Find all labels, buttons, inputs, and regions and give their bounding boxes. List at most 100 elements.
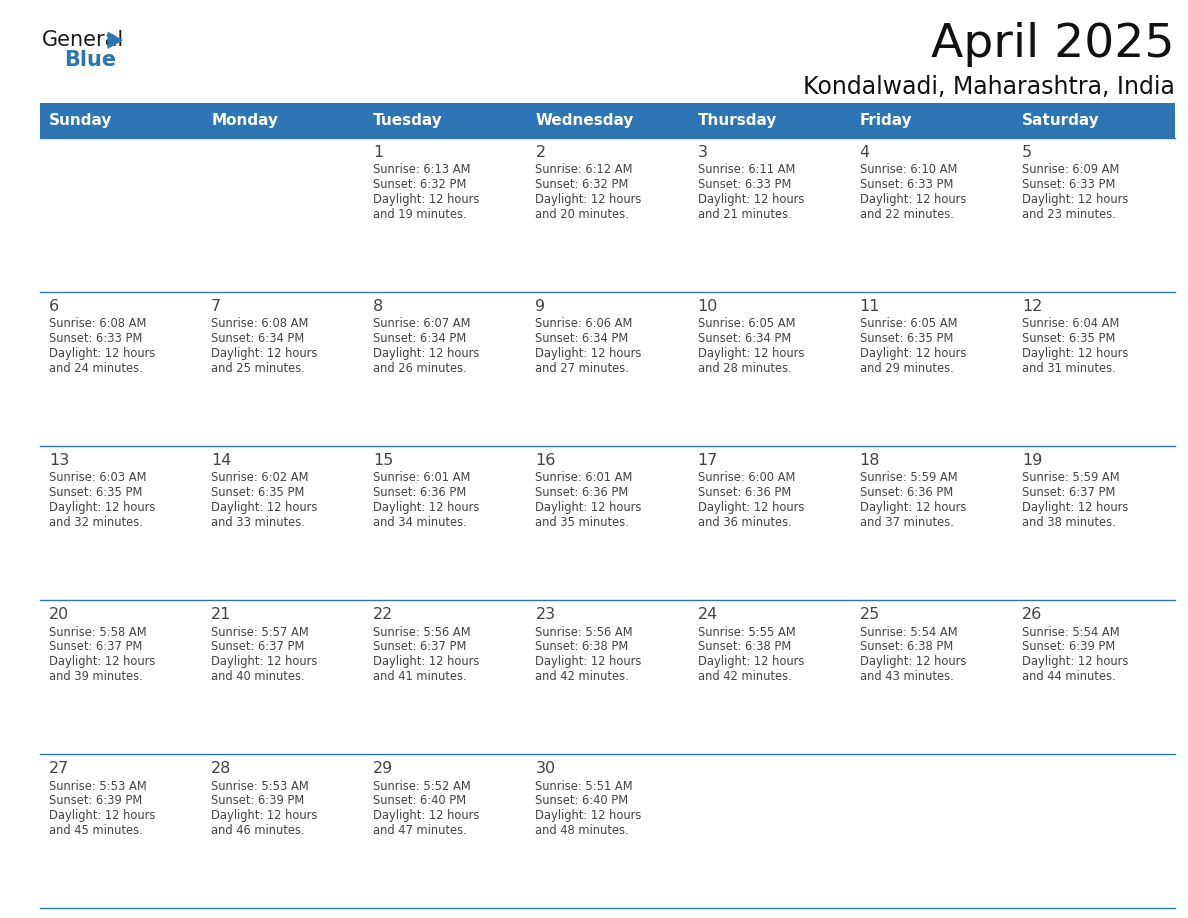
Text: Sunset: 6:32 PM: Sunset: 6:32 PM bbox=[373, 178, 467, 191]
Text: Sunrise: 5:56 AM: Sunrise: 5:56 AM bbox=[373, 625, 470, 639]
Text: Sunset: 6:37 PM: Sunset: 6:37 PM bbox=[373, 640, 467, 654]
Text: Daylight: 12 hours: Daylight: 12 hours bbox=[1022, 347, 1129, 360]
Bar bbox=[526, 754, 689, 908]
Text: Daylight: 12 hours: Daylight: 12 hours bbox=[536, 809, 642, 823]
Text: and 29 minutes.: and 29 minutes. bbox=[860, 362, 954, 375]
Text: and 43 minutes.: and 43 minutes. bbox=[860, 670, 954, 683]
Text: Sunset: 6:36 PM: Sunset: 6:36 PM bbox=[697, 487, 791, 499]
Bar bbox=[40, 600, 202, 754]
Text: 27: 27 bbox=[49, 761, 69, 776]
Text: 10: 10 bbox=[697, 299, 718, 314]
Bar bbox=[202, 446, 365, 600]
Text: Sunset: 6:35 PM: Sunset: 6:35 PM bbox=[1022, 332, 1116, 345]
Text: and 38 minutes.: and 38 minutes. bbox=[1022, 516, 1116, 529]
Text: Sunrise: 5:54 AM: Sunrise: 5:54 AM bbox=[1022, 625, 1119, 639]
Text: Friday: Friday bbox=[860, 113, 912, 128]
Bar bbox=[40, 446, 202, 600]
Text: Sunset: 6:33 PM: Sunset: 6:33 PM bbox=[860, 178, 953, 191]
Text: Sunset: 6:35 PM: Sunset: 6:35 PM bbox=[860, 332, 953, 345]
Bar bbox=[202, 292, 365, 446]
Text: Daylight: 12 hours: Daylight: 12 hours bbox=[373, 193, 480, 207]
Text: 24: 24 bbox=[697, 607, 718, 622]
Text: Daylight: 12 hours: Daylight: 12 hours bbox=[536, 193, 642, 207]
Text: Daylight: 12 hours: Daylight: 12 hours bbox=[536, 501, 642, 514]
Text: Daylight: 12 hours: Daylight: 12 hours bbox=[536, 347, 642, 360]
Text: Sunrise: 6:05 AM: Sunrise: 6:05 AM bbox=[697, 318, 795, 330]
Text: Blue: Blue bbox=[64, 50, 116, 70]
Text: Daylight: 12 hours: Daylight: 12 hours bbox=[860, 347, 966, 360]
Text: 17: 17 bbox=[697, 453, 718, 468]
Text: and 26 minutes.: and 26 minutes. bbox=[373, 362, 467, 375]
Text: Sunset: 6:35 PM: Sunset: 6:35 PM bbox=[211, 487, 304, 499]
Bar bbox=[689, 138, 851, 292]
Text: Daylight: 12 hours: Daylight: 12 hours bbox=[373, 501, 480, 514]
Text: and 25 minutes.: and 25 minutes. bbox=[211, 362, 305, 375]
Polygon shape bbox=[107, 31, 124, 49]
Text: and 35 minutes.: and 35 minutes. bbox=[536, 516, 630, 529]
Text: 14: 14 bbox=[211, 453, 232, 468]
Text: Sunset: 6:38 PM: Sunset: 6:38 PM bbox=[697, 640, 791, 654]
Text: 18: 18 bbox=[860, 453, 880, 468]
Text: 26: 26 bbox=[1022, 607, 1042, 622]
Text: Sunrise: 6:04 AM: Sunrise: 6:04 AM bbox=[1022, 318, 1119, 330]
Bar bbox=[40, 754, 202, 908]
Text: Daylight: 12 hours: Daylight: 12 hours bbox=[860, 501, 966, 514]
Text: 25: 25 bbox=[860, 607, 880, 622]
Text: Sunrise: 6:01 AM: Sunrise: 6:01 AM bbox=[373, 472, 470, 485]
Text: Sunrise: 6:08 AM: Sunrise: 6:08 AM bbox=[211, 318, 309, 330]
Bar bbox=[1013, 600, 1175, 754]
Bar bbox=[689, 754, 851, 908]
Text: Sunset: 6:39 PM: Sunset: 6:39 PM bbox=[49, 794, 143, 807]
Text: Sunset: 6:34 PM: Sunset: 6:34 PM bbox=[536, 332, 628, 345]
Text: Sunset: 6:34 PM: Sunset: 6:34 PM bbox=[211, 332, 304, 345]
Bar bbox=[851, 754, 1013, 908]
Text: Daylight: 12 hours: Daylight: 12 hours bbox=[536, 655, 642, 668]
Text: Sunset: 6:36 PM: Sunset: 6:36 PM bbox=[860, 487, 953, 499]
Text: Sunset: 6:33 PM: Sunset: 6:33 PM bbox=[697, 178, 791, 191]
Text: Daylight: 12 hours: Daylight: 12 hours bbox=[697, 501, 804, 514]
Text: Sunrise: 6:13 AM: Sunrise: 6:13 AM bbox=[373, 163, 470, 176]
Bar bbox=[365, 446, 526, 600]
Text: Sunset: 6:33 PM: Sunset: 6:33 PM bbox=[49, 332, 143, 345]
Text: Daylight: 12 hours: Daylight: 12 hours bbox=[697, 655, 804, 668]
Text: Daylight: 12 hours: Daylight: 12 hours bbox=[49, 655, 156, 668]
Text: and 39 minutes.: and 39 minutes. bbox=[49, 670, 143, 683]
Text: Sunrise: 6:01 AM: Sunrise: 6:01 AM bbox=[536, 472, 633, 485]
Text: Sunset: 6:32 PM: Sunset: 6:32 PM bbox=[536, 178, 628, 191]
Text: Daylight: 12 hours: Daylight: 12 hours bbox=[211, 809, 317, 823]
Text: Sunrise: 5:57 AM: Sunrise: 5:57 AM bbox=[211, 625, 309, 639]
Text: Sunrise: 6:09 AM: Sunrise: 6:09 AM bbox=[1022, 163, 1119, 176]
Text: Sunrise: 5:53 AM: Sunrise: 5:53 AM bbox=[211, 779, 309, 792]
Text: and 40 minutes.: and 40 minutes. bbox=[211, 670, 305, 683]
Bar bbox=[365, 600, 526, 754]
Bar bbox=[40, 103, 1175, 138]
Text: Daylight: 12 hours: Daylight: 12 hours bbox=[49, 809, 156, 823]
Text: Sunrise: 5:51 AM: Sunrise: 5:51 AM bbox=[536, 779, 633, 792]
Text: and 28 minutes.: and 28 minutes. bbox=[697, 362, 791, 375]
Text: 30: 30 bbox=[536, 761, 556, 776]
Text: Sunset: 6:34 PM: Sunset: 6:34 PM bbox=[697, 332, 791, 345]
Bar bbox=[365, 754, 526, 908]
Text: and 19 minutes.: and 19 minutes. bbox=[373, 207, 467, 221]
Bar bbox=[1013, 138, 1175, 292]
Text: and 32 minutes.: and 32 minutes. bbox=[49, 516, 143, 529]
Text: and 37 minutes.: and 37 minutes. bbox=[860, 516, 954, 529]
Text: Sunset: 6:35 PM: Sunset: 6:35 PM bbox=[49, 487, 143, 499]
Text: Sunrise: 6:10 AM: Sunrise: 6:10 AM bbox=[860, 163, 958, 176]
Text: Daylight: 12 hours: Daylight: 12 hours bbox=[860, 193, 966, 207]
Bar bbox=[526, 446, 689, 600]
Text: Daylight: 12 hours: Daylight: 12 hours bbox=[49, 347, 156, 360]
Text: Daylight: 12 hours: Daylight: 12 hours bbox=[1022, 193, 1129, 207]
Text: Sunset: 6:36 PM: Sunset: 6:36 PM bbox=[536, 487, 628, 499]
Bar bbox=[689, 600, 851, 754]
Text: Sunrise: 5:53 AM: Sunrise: 5:53 AM bbox=[49, 779, 147, 792]
Text: Sunset: 6:37 PM: Sunset: 6:37 PM bbox=[1022, 487, 1116, 499]
Text: Sunrise: 6:12 AM: Sunrise: 6:12 AM bbox=[536, 163, 633, 176]
Text: Daylight: 12 hours: Daylight: 12 hours bbox=[697, 347, 804, 360]
Text: Sunset: 6:38 PM: Sunset: 6:38 PM bbox=[536, 640, 628, 654]
Text: Sunrise: 5:59 AM: Sunrise: 5:59 AM bbox=[860, 472, 958, 485]
Text: Daylight: 12 hours: Daylight: 12 hours bbox=[860, 655, 966, 668]
Text: 22: 22 bbox=[373, 607, 393, 622]
Text: 6: 6 bbox=[49, 299, 59, 314]
Text: Daylight: 12 hours: Daylight: 12 hours bbox=[211, 501, 317, 514]
